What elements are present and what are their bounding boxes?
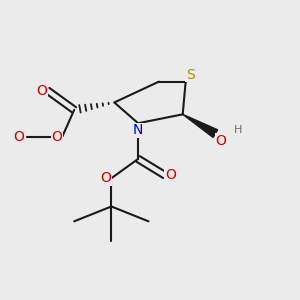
- Polygon shape: [183, 114, 218, 137]
- Text: S: S: [186, 68, 194, 82]
- Text: O: O: [37, 84, 47, 98]
- Text: O: O: [51, 130, 62, 144]
- Text: O: O: [13, 130, 24, 144]
- Text: O: O: [215, 134, 226, 148]
- Text: N: N: [133, 123, 143, 137]
- Text: O: O: [165, 168, 176, 182]
- Text: H: H: [234, 125, 242, 135]
- Text: O: O: [100, 171, 111, 185]
